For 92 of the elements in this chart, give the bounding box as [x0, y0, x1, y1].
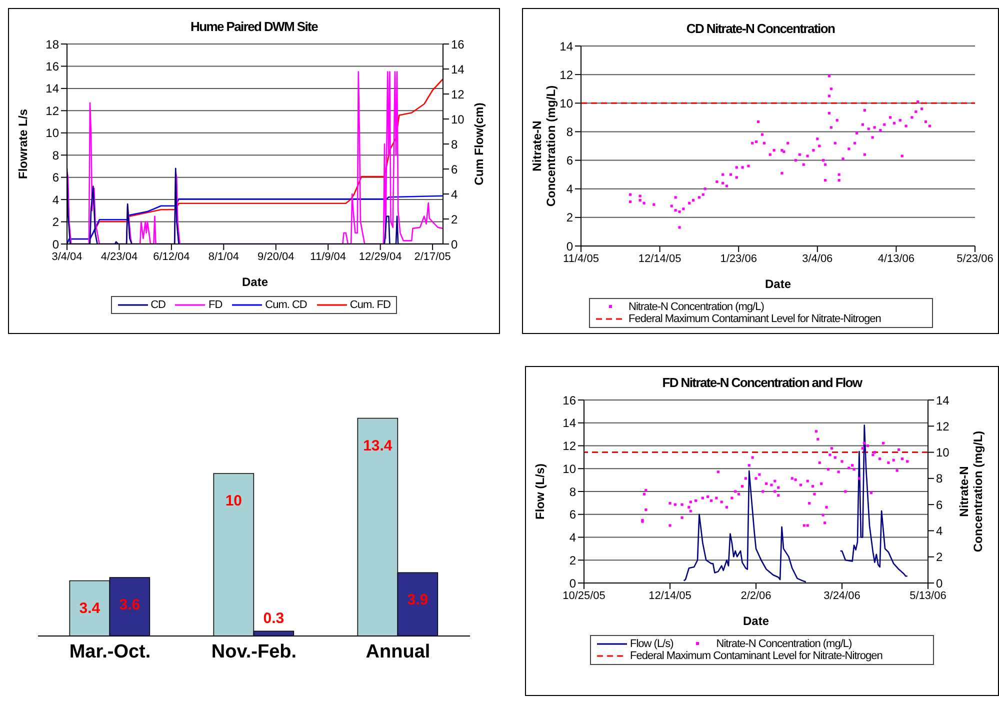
x-tick-label: 5/13/06: [910, 590, 946, 602]
x-tick-label: 8/1/04: [208, 250, 239, 263]
y-tick-label: 16: [562, 393, 576, 408]
x-axis-title: Date: [742, 614, 770, 628]
y2-tick-label: 10: [936, 446, 950, 460]
legend-label: Cum. FD: [350, 299, 390, 311]
y-tick-label: 14: [46, 82, 60, 96]
legend-label: Federal Maximum Contaminant Level for Nitrate-Nitrogen: [628, 313, 881, 325]
legend-label: CD: [150, 299, 166, 311]
y2-tick-label: 4: [936, 524, 943, 538]
legend-label: Federal Maximum Contaminant Level for Nitrate-Nitrogen: [630, 650, 882, 662]
data-label: 3.6: [119, 596, 140, 614]
y-tick-label: 14: [562, 416, 576, 430]
y2-tick-label: 14: [451, 62, 465, 76]
y2-tick-label: 8: [936, 472, 943, 486]
x-tick-label: 12/14/05: [638, 252, 682, 265]
y2-tick-label: 0: [936, 576, 943, 590]
x-tick-label: 2/17/05: [414, 250, 451, 263]
x-tick-label: Annual: [366, 641, 430, 662]
y2-tick-label: 4: [451, 187, 458, 202]
x-axis-title: Date: [242, 275, 268, 289]
y-tick-label: 10: [560, 96, 574, 110]
y-tick-label: 6: [569, 508, 576, 522]
x-tick-label: Nov.-Feb.: [211, 641, 297, 662]
y2-axis-title: Nitrate-N Concentration (mg/L): [957, 430, 985, 552]
y-tick-label: 10: [46, 126, 60, 140]
y2-tick-label: 2: [936, 550, 943, 564]
y-tick-label: 0: [569, 576, 576, 590]
legend-label: Flow (L/s): [630, 638, 674, 650]
y2-axis-title: Cum Flow(cm): [472, 102, 486, 186]
y-tick-label: 0: [566, 239, 574, 254]
chart-title: FD Nitrate-N Concentration and Flow: [661, 375, 864, 390]
x-tick-label: 4/13/06: [878, 252, 915, 265]
y-tick-label: 12: [560, 68, 574, 82]
data-label: 10: [225, 492, 242, 510]
x-tick-label: 11/9/04: [310, 250, 346, 263]
x-tick-label: 1/23/06: [720, 252, 757, 265]
y-tick-label: 4: [569, 530, 576, 545]
y-tick-label: 2: [566, 210, 574, 225]
y2-tick-label: 2: [451, 212, 458, 226]
y2-tick-label: 12: [936, 419, 950, 434]
y-tick-label: 14: [560, 39, 574, 54]
x-tick-label: 4/23/04: [100, 250, 138, 263]
chart-title: Hume Paired DWM Site: [189, 19, 319, 34]
x-tick-label: 11/4/05: [563, 252, 599, 265]
y2-tick-label: 14: [936, 393, 950, 408]
data-label: 13.4: [363, 437, 393, 454]
data-label: 3.9: [407, 592, 428, 609]
x-tick-label: 2/2/06: [740, 590, 772, 602]
y2-tick-label: 6: [451, 162, 458, 176]
data-label: 0.3: [263, 610, 284, 628]
y-tick-label: 12: [562, 439, 576, 454]
legend-label: Nitrate-N Concentration (mg/L): [716, 638, 852, 650]
y-tick-label: 16: [46, 59, 60, 74]
y-tick-label: 0: [52, 237, 60, 252]
y-tick-label: 2: [52, 215, 60, 230]
y-tick-label: 2: [569, 553, 576, 568]
x-tick-label: 9/20/04: [258, 250, 294, 263]
y2-tick-label: 8: [451, 137, 458, 152]
x-tick-label: 10/25/05: [562, 590, 606, 602]
data-label: 3.4: [79, 600, 101, 617]
x-tick-label: 12/14/05: [648, 590, 692, 602]
y-tick-label: 8: [566, 124, 574, 139]
y2-tick-label: 6: [936, 498, 943, 512]
x-tick-label: Mar.-Oct.: [69, 641, 151, 662]
y-tick-label: 12: [46, 104, 60, 118]
y-axis-title: Nitrate-N Concentration (mg/L): [530, 85, 558, 207]
y-tick-label: 4: [566, 182, 574, 196]
y-tick-label: 18: [46, 37, 60, 52]
legend-label: Nitrate-N Concentration (mg/L): [628, 301, 764, 313]
y2-tick-label: 10: [451, 112, 465, 126]
chart-title: CD Nitrate-N Concentration: [685, 21, 836, 36]
y-tick-label: 6: [566, 154, 574, 168]
y-tick-label: 8: [52, 148, 60, 162]
y2-tick-label: 16: [451, 37, 465, 52]
x-tick-label: 6/12/04: [153, 250, 190, 263]
y-tick-label: 10: [562, 462, 576, 476]
x-tick-label: 3/24/06: [824, 590, 860, 602]
legend-label: FD: [208, 299, 222, 311]
x-tick-label: 12/29/04: [358, 250, 402, 263]
y-tick-label: 6: [52, 170, 60, 185]
x-axis-title: Date: [764, 277, 792, 291]
y-axis-title: Flow (L/s): [533, 464, 547, 520]
x-tick-label: 3/4/06: [802, 252, 833, 265]
y-tick-label: 8: [569, 484, 576, 499]
y2-tick-label: 12: [451, 87, 465, 102]
legend-label: Cum. CD: [265, 299, 307, 311]
x-tick-label: 5/23/06: [956, 252, 994, 265]
y2-tick-label: 0: [451, 237, 458, 252]
x-tick-label: 3/4/04: [52, 250, 82, 263]
y-axis-title: Flowrate L/s: [16, 108, 30, 180]
y-tick-label: 4: [52, 192, 60, 207]
